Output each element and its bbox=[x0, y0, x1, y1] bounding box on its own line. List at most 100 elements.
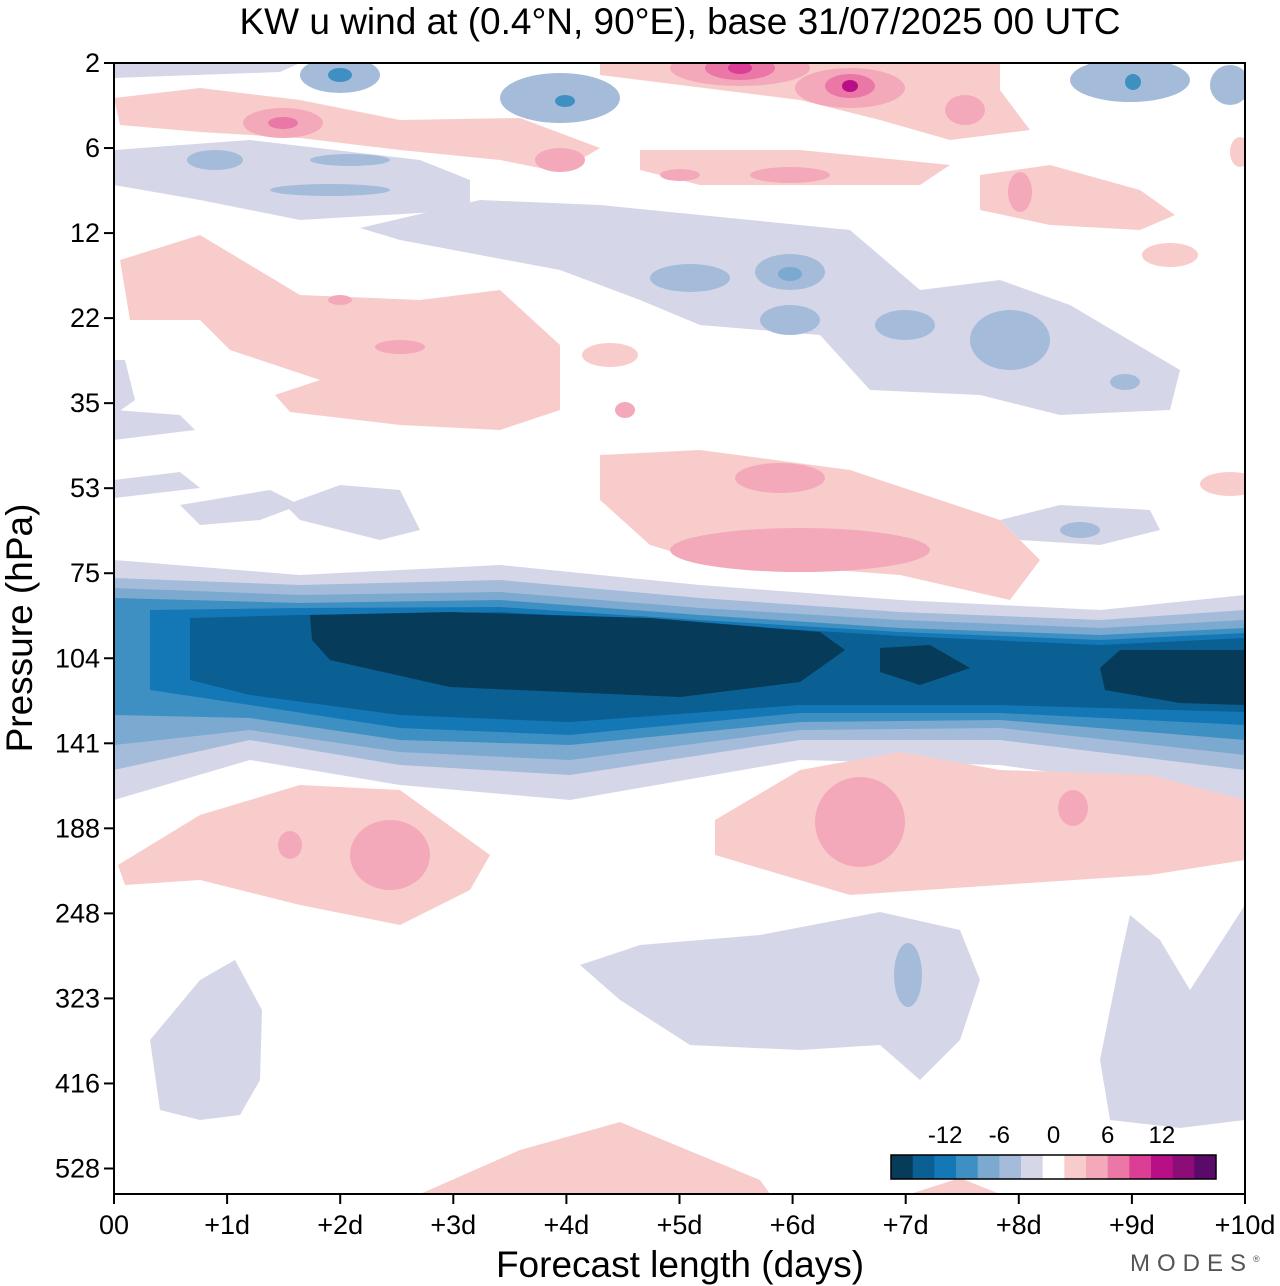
contour-easterly-core bbox=[778, 267, 802, 281]
contour-easterly bbox=[285, 485, 420, 540]
contour-easterly-core bbox=[760, 305, 820, 335]
contour-easterly-core bbox=[328, 68, 352, 82]
contour-westerly-top-core bbox=[728, 63, 752, 74]
y-tick-label: 188 bbox=[55, 813, 100, 843]
y-tick-label: 2 bbox=[85, 48, 100, 78]
contour-easterly-core bbox=[555, 95, 575, 107]
y-tick-label: 12 bbox=[70, 218, 100, 248]
contour-westerly bbox=[615, 402, 635, 418]
colorbar: -12 -6 0 6 12 bbox=[890, 1122, 1217, 1180]
y-tick-label: 22 bbox=[70, 303, 100, 333]
contour-westerly-surface bbox=[910, 1178, 1000, 1194]
x-axis: 00 +1d +2d +3d +4d +5d +6d +7d +8d +9d +10d bbox=[99, 1194, 1275, 1240]
y-axis: 2 6 12 22 35 53 75 104 141 188 248 323 416 528 bbox=[55, 48, 114, 1183]
contour-westerly bbox=[1200, 472, 1245, 496]
colorbar-swatch bbox=[1107, 1155, 1130, 1179]
contour-westerly-top-core bbox=[842, 80, 858, 92]
colorbar-frame bbox=[890, 1154, 1217, 1180]
colorbar-swatch bbox=[1086, 1155, 1109, 1179]
contour-westerly-190hpa-core bbox=[815, 777, 905, 867]
contour-westerly-surface bbox=[420, 1122, 770, 1194]
contour-easterly-core bbox=[1125, 74, 1141, 90]
x-tick-label: 00 bbox=[99, 1210, 129, 1240]
contour-westerly-200hpa-core bbox=[278, 831, 302, 859]
colorbar-swatch bbox=[1021, 1155, 1044, 1179]
x-tick-label: +9d bbox=[1109, 1210, 1155, 1240]
contour-easterly-core bbox=[894, 943, 922, 1007]
colorbar-swatch bbox=[977, 1155, 1000, 1179]
contour-westerly-strat-core bbox=[535, 148, 585, 172]
contour-easterly-core bbox=[1110, 374, 1140, 390]
contour-easterly-300hpa bbox=[580, 912, 980, 1080]
y-tick-label: 248 bbox=[55, 898, 100, 928]
contour-easterly-370hpa bbox=[150, 960, 262, 1120]
y-axis-title: Pressure (hPa) bbox=[0, 504, 40, 753]
contour-westerly-200hpa bbox=[118, 785, 490, 925]
x-tick-label: +5d bbox=[657, 1210, 703, 1240]
colorbar-swatch bbox=[999, 1155, 1022, 1179]
y-tick-label: 323 bbox=[55, 983, 100, 1013]
x-tick-label: +6d bbox=[770, 1210, 816, 1240]
y-tick-label: 6 bbox=[85, 133, 100, 163]
x-tick-label: +4d bbox=[543, 1210, 589, 1240]
y-tick-label: 141 bbox=[55, 728, 100, 758]
y-tick-label: 104 bbox=[55, 643, 100, 673]
colorbar-swatch bbox=[1151, 1155, 1174, 1179]
x-tick-label: +7d bbox=[883, 1210, 929, 1240]
chart-title: KW u wind at (0.4°N, 90°E), base 31/07/2… bbox=[239, 1, 1120, 42]
x-tick-label: +2d bbox=[317, 1210, 363, 1240]
colorbar-label: -12 bbox=[928, 1122, 963, 1149]
colorbar-swatch bbox=[1064, 1155, 1087, 1179]
contour-westerly-190hpa-core bbox=[1058, 790, 1088, 826]
contour-westerly-65hpa-core bbox=[670, 528, 930, 572]
contour-easterly bbox=[114, 63, 300, 78]
contour-easterly bbox=[114, 410, 195, 440]
brand-name: MODES bbox=[1130, 1250, 1254, 1277]
brand-logo: MODES® bbox=[1130, 1250, 1260, 1278]
contour-westerly-top-core bbox=[945, 95, 985, 125]
colorbar-swatch bbox=[912, 1155, 935, 1179]
contour-easterly bbox=[114, 472, 200, 498]
y-tick-label: 75 bbox=[70, 558, 100, 588]
contour-easterly-core bbox=[970, 310, 1050, 370]
colorbar-swatch bbox=[934, 1155, 957, 1179]
contour-westerly bbox=[1142, 243, 1198, 267]
contour-easterly-core bbox=[1060, 522, 1100, 538]
y-tick-label: 528 bbox=[55, 1153, 100, 1183]
contour-westerly-65hpa bbox=[600, 450, 1040, 600]
x-tick-label: +1d bbox=[204, 1210, 250, 1240]
contour-easterly-core bbox=[875, 310, 935, 340]
contour-westerly-200hpa-core bbox=[350, 820, 430, 890]
contour-westerly-25hpa-core bbox=[328, 295, 352, 305]
contour-westerly-25hpa-core bbox=[375, 340, 425, 354]
contour-westerly-65hpa-core bbox=[735, 463, 825, 493]
contour-westerly-strat-core bbox=[268, 117, 298, 129]
brand-mark: ® bbox=[1253, 1254, 1260, 1264]
colorbar-swatch bbox=[1172, 1155, 1195, 1179]
colorbar-swatch bbox=[1042, 1155, 1065, 1179]
colorbar-label: 12 bbox=[1148, 1122, 1175, 1149]
contour-easterly bbox=[114, 360, 135, 415]
contour-westerly bbox=[1230, 137, 1245, 167]
x-tick-label: +8d bbox=[996, 1210, 1042, 1240]
contour-easterly bbox=[1210, 65, 1245, 105]
x-tick-label: +3d bbox=[430, 1210, 476, 1240]
colorbar-label: 6 bbox=[1101, 1122, 1114, 1149]
colorbar-swatch bbox=[1194, 1155, 1217, 1179]
contour-band-jet-core bbox=[310, 612, 845, 697]
x-tick-label: +10d bbox=[1215, 1210, 1276, 1240]
contour-easterly-370hpa bbox=[1100, 905, 1245, 1128]
contour-easterly-8hpa bbox=[114, 140, 470, 220]
contour-easterly-20hpa bbox=[360, 200, 1180, 415]
y-tick-label: 416 bbox=[55, 1068, 100, 1098]
x-axis-title: Forecast length (days) bbox=[496, 1244, 864, 1285]
colorbar-label: 0 bbox=[1047, 1122, 1060, 1149]
contour-easterly-core bbox=[270, 184, 390, 196]
contour-westerly-8hpa-core bbox=[660, 169, 700, 181]
contour-band-jet-core bbox=[880, 645, 970, 685]
contour-band-jet-core bbox=[1100, 650, 1245, 705]
y-tick-label: 53 bbox=[70, 473, 100, 503]
contour-easterly-core bbox=[650, 264, 730, 292]
contour-westerly-25hpa bbox=[120, 235, 560, 430]
